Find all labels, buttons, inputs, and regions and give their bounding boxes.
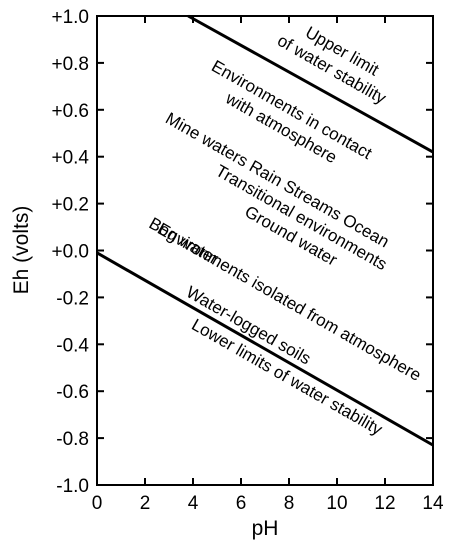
annotation-label: Upper limitof water stability [274,13,400,109]
y-tick-label: -0.2 [56,288,89,309]
x-tick-labels: 0 2 4 6 8 10 12 14 [92,493,444,514]
y-tick-labels: +1.0 +0.8 +0.6 +0.4 +0.2 +0.0 -0.2 -0.4 -0.6 -0.8… [51,7,89,497]
x-tick-label: 2 [140,493,151,514]
tick-marks [96,15,434,486]
upper-limit-line [187,14,434,154]
x-tick-label: 12 [374,493,395,514]
y-tick-label: +0.4 [51,148,89,169]
x-tick-label: 6 [236,493,247,514]
annotations: Upper limitof water stabilityEnvironment… [146,13,425,440]
x-tick-label: 10 [326,493,347,514]
y-tick-label: +0.0 [51,242,89,263]
y-tick-label: -0.8 [56,429,89,450]
series-lines [96,14,434,447]
x-tick-label: 8 [284,493,295,514]
y-tick-label: +0.2 [51,195,89,216]
x-axis-label: pH [252,517,279,540]
x-tick-label: 4 [188,493,199,514]
x-tick-label: 0 [92,493,103,514]
y-tick-label: +1.0 [51,7,89,28]
y-tick-label: +0.8 [51,54,89,75]
y-tick-label: -0.6 [56,382,89,403]
lower-limit-line [96,251,434,447]
y-tick-label: +0.6 [51,101,89,122]
y-tick-label: -1.0 [56,476,89,497]
x-tick-label: 14 [422,493,444,514]
y-axis-label: Eh (volts) [10,206,33,295]
y-tick-label: -0.4 [56,335,89,356]
